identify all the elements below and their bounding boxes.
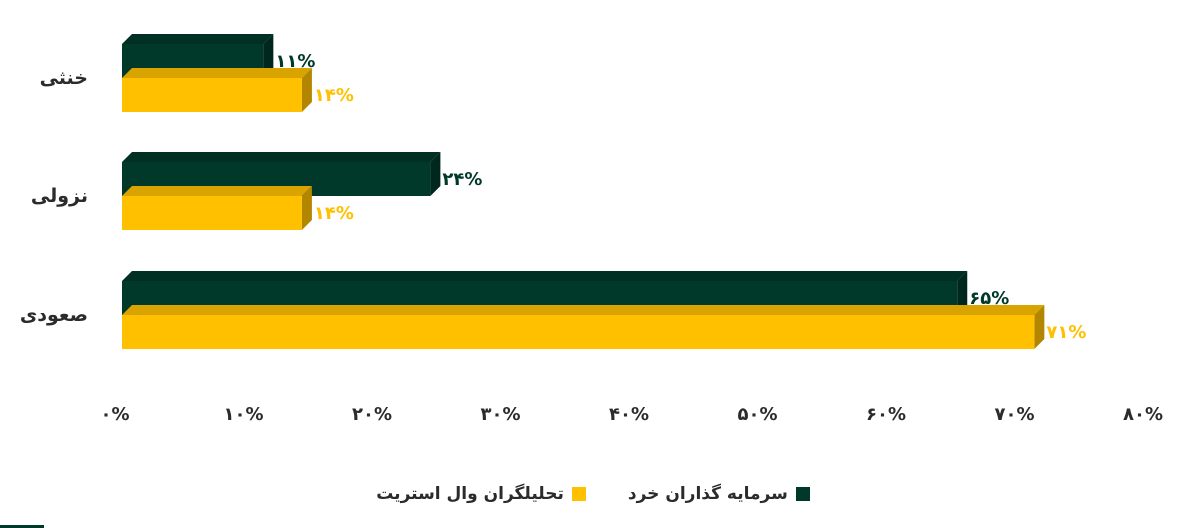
data-label: ۱۴% [314, 203, 354, 224]
category-label: خنثی [40, 67, 88, 89]
data-label: ۱۴% [314, 85, 354, 106]
x-tick-label: ۳۰% [480, 404, 520, 425]
data-label: ۶۵% [969, 288, 1009, 309]
data-label: ۲۴% [442, 169, 482, 190]
bar-top-face [122, 186, 312, 196]
corner-decoration [0, 525, 44, 528]
bar-side-face [1034, 305, 1045, 349]
legend-item-retail-investors: سرمایه گذاران خرد [628, 484, 810, 504]
x-tick-label: ۰% [100, 404, 129, 425]
x-tick-label: ۲۰% [352, 404, 392, 425]
legend-label-wall-street-analysts: تحلیلگران وال استریت [376, 484, 564, 504]
x-tick-label: ۵۰% [737, 404, 777, 425]
bar-top-face [122, 34, 274, 44]
bar-top-face [122, 271, 968, 281]
legend-swatch-retail-investors [795, 487, 810, 501]
bar [122, 78, 302, 112]
bar-side-face [301, 186, 312, 230]
chart-legend: سرمایه گذاران خرد تحلیلگران وال استریت [0, 484, 1186, 504]
data-label: ۷۱% [1046, 322, 1086, 343]
category-label: نزولی [31, 185, 88, 207]
bar-top-face [122, 305, 1045, 315]
bar-top-face [122, 152, 441, 162]
bar [122, 196, 302, 230]
legend-swatch-wall-street-analysts [571, 487, 586, 501]
category-label: صعودی [20, 304, 88, 326]
bar-top-face [122, 68, 312, 78]
legend-item-wall-street-analysts: تحلیلگران وال استریت [376, 484, 586, 504]
bar [122, 315, 1035, 349]
bar-side-face [301, 68, 312, 112]
x-tick-label: ۸۰% [1123, 404, 1163, 425]
x-tick-label: ۴۰% [609, 404, 649, 425]
bar-side-face [957, 271, 968, 315]
x-tick-label: ۱۰% [223, 404, 263, 425]
x-tick-label: ۶۰% [866, 404, 906, 425]
bar-chart: ۱۱% ۱۴% خنثی ۲۴% ۱۴% نزولی ۶۵% ۷۱% صعودی ۰% ۱۰% ۲۰%… [20, 34, 1163, 425]
x-tick-label: ۷۰% [994, 404, 1034, 425]
bar-side-face [263, 34, 274, 78]
data-label: ۱۱% [275, 51, 315, 72]
legend-label-retail-investors: سرمایه گذاران خرد [627, 484, 788, 504]
bar-side-face [430, 152, 441, 196]
